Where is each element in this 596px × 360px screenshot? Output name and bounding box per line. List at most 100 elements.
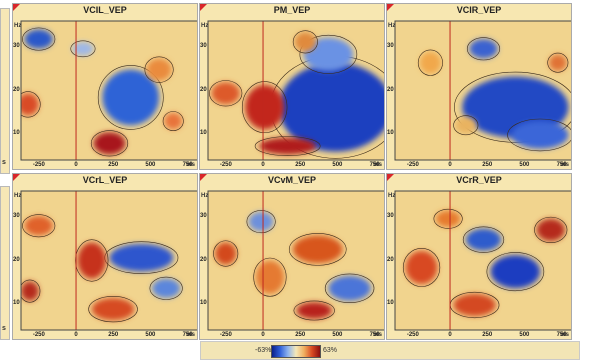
x-tick-label: 750 [369,162,380,168]
power-region [248,211,274,232]
y-tick-label: 20 [13,256,20,263]
contour-line [417,49,443,76]
power-region [102,69,160,126]
x-tick-label: 250 [108,162,119,168]
contour-line [97,65,164,130]
power-region [91,298,135,321]
spectrogram-panel-2: PM_VEP Hz ms 30 20 10 -250 0 250 500 750 [199,3,385,170]
power-region [435,210,461,228]
legend-max-label: 63% [323,347,338,354]
panel-corner-marker [387,174,394,181]
x-unit-label: ms [373,162,382,168]
contour-line [75,239,109,282]
power-region [21,93,39,116]
y-tick-label: 10 [200,299,207,306]
contour-line [466,37,501,61]
panel-title: VCvM_VEP [267,175,317,185]
x-tick-label: -250 [406,332,419,338]
spectrogram-plot [394,20,571,161]
plot-frame [207,190,384,331]
y-unit-label: Hz [14,23,22,29]
x-tick-label: 250 [295,332,306,338]
edge-label: s [2,159,6,166]
plot-frame [20,190,197,331]
contour-line [144,56,174,83]
power-region [292,235,343,264]
y-unit-label: Hz [388,23,396,29]
y-tick-label: 20 [13,86,20,93]
x-tick-label: 500 [145,162,156,168]
contour-line [162,111,184,131]
x-unit-label: ms [560,162,569,168]
contour-line [292,30,318,54]
x-tick-label: 0 [74,332,78,338]
panel-corner-marker [200,4,207,11]
contour-line [433,208,463,229]
x-tick-label: -250 [32,332,45,338]
contour-line [293,300,335,321]
contour-line [21,91,41,118]
power-region [419,51,442,74]
y-tick-label: 30 [200,43,207,50]
plot-frame [20,20,197,161]
power-region [24,29,53,49]
panel-title: VCrL_VEP [82,175,128,185]
panel-title: VCIR_VEP [456,5,502,15]
contour-line [507,118,571,152]
spectrogram-panel-6: VCrR_VEP Hz ms 30 20 10 -250 0 250 500 750 [386,173,572,340]
y-tick-label: 10 [13,129,20,136]
spectrogram-panel-4: VCrL_VEP Hz ms 30 20 10 -250 0 250 500 750 [12,173,198,340]
spectrogram-panel-5: VCvM_VEP Hz ms 30 20 10 -250 0 250 500 750 [199,173,385,340]
power-region [303,37,354,72]
spectrogram-plot [394,190,571,331]
x-tick-label: 500 [332,162,343,168]
power-region [453,293,496,317]
panel-corner-marker [13,174,20,181]
power-region [405,250,438,285]
x-unit-label: ms [186,332,195,338]
x-tick-label: 0 [74,162,78,168]
contour-line [462,226,505,253]
y-unit-label: Hz [14,193,22,199]
y-tick-label: 20 [387,256,394,263]
x-tick-label: 250 [108,332,119,338]
colorbar [271,345,321,358]
power-region [548,54,567,72]
x-tick-label: -250 [32,162,45,168]
spectrogram-plot [207,190,384,331]
plot-frame [394,20,571,161]
contour-line [70,40,96,58]
panel-title: PM_VEP [273,5,311,15]
power-region [455,116,477,134]
left-edge-panel-bottom: s [0,186,10,340]
contour-line [246,210,276,234]
x-tick-label: 750 [556,332,567,338]
contour-line [241,81,288,134]
panel-title: VCIL_VEP [83,5,127,15]
power-region [146,58,172,81]
contour-line [534,216,568,244]
y-tick-label: 10 [387,299,394,306]
power-region [211,82,240,105]
y-tick-label: 10 [13,299,20,306]
power-region [490,254,541,289]
power-region [245,84,285,130]
contour-line [454,71,571,143]
x-tick-label: 0 [261,332,265,338]
contour-line [21,279,41,303]
x-tick-label: 0 [448,332,452,338]
spectrogram-plot [20,20,197,161]
y-unit-label: Hz [201,23,209,29]
x-tick-label: 500 [519,162,530,168]
power-region [164,112,183,130]
left-edge-panel-top: s [0,8,10,174]
power-region [465,228,502,251]
power-region [294,32,316,52]
contour-line [324,273,375,303]
power-region [511,121,569,149]
power-region [255,260,285,294]
x-tick-label: 0 [448,162,452,168]
panel-title: VCrR_VEP [456,175,502,185]
panel-corner-marker [13,4,20,11]
x-tick-label: 0 [261,162,265,168]
